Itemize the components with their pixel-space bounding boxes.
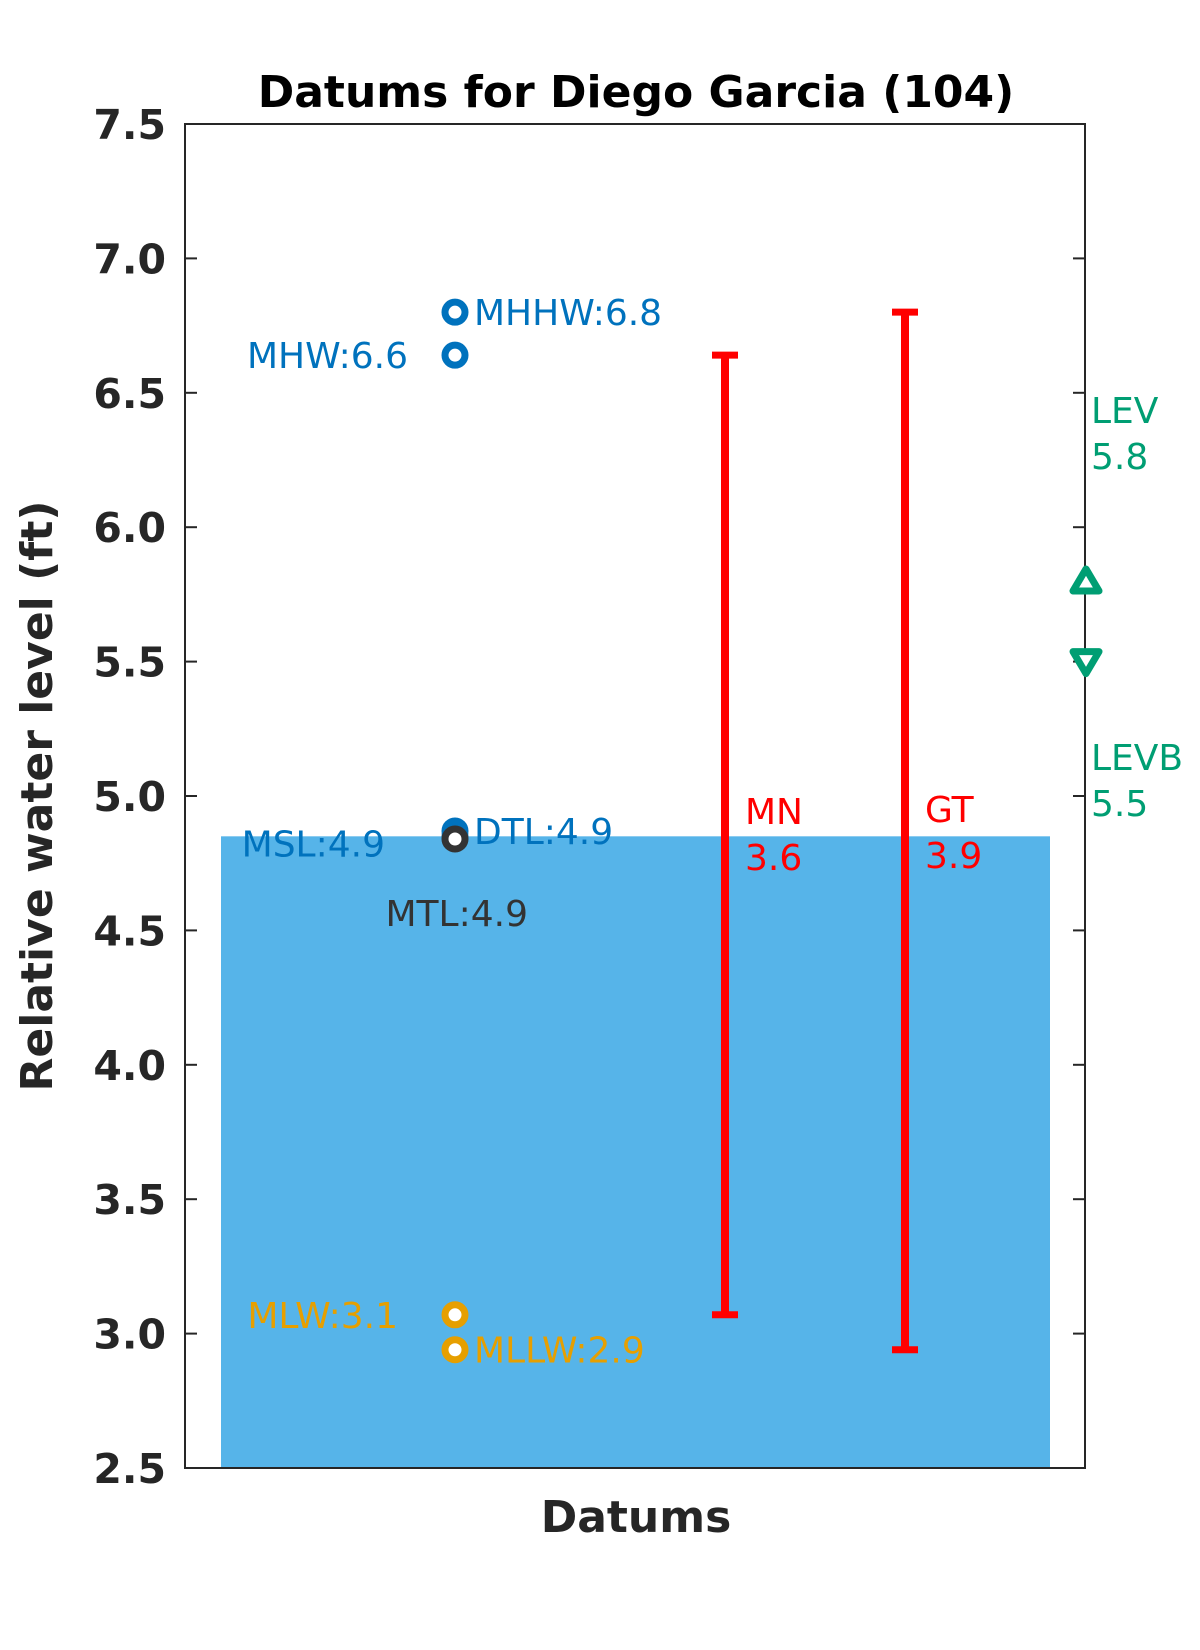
plot-frame [184,123,1086,1469]
triangle-up-icon [1069,565,1103,595]
extreme-name-levb: LEVB [1091,738,1183,779]
range-name-gt: GT [925,790,975,831]
msl-fill-area [221,836,1050,1468]
extreme-name-lev: LEV [1091,391,1159,432]
y-axis-label: Relative water level (ft) [12,501,63,1092]
datum-marker-mllw [441,1336,469,1364]
range-bars: MN 3.6 GT 3.9 [712,308,982,1354]
datum-marker-mhw [441,341,469,369]
y-tick-label: 5.5 [93,639,166,687]
chart-title: Datums for Diego Garcia (104) [258,67,1015,118]
range-value-mn: 3.6 [745,838,802,879]
range-value-gt: 3.9 [925,836,982,877]
datum-label-mlw: MLW:3.1 [247,1296,398,1337]
triangle-down-icon [1069,648,1103,678]
datum-marker-mtl [441,825,469,853]
datum-label-mllw: MLLW:2.9 [474,1331,645,1372]
datum-label-mhw: MHW:6.6 [247,336,408,377]
datum-label-mtl: MTL:4.9 [386,894,529,935]
datum-marker-mhhw [441,298,469,326]
datum-marker-mlw [441,1301,469,1329]
y-tick-label: 4.0 [93,1042,166,1090]
y-axis-ticks: 2.5 3.0 3.5 4.0 4.5 5.0 5.5 6.0 6.5 7.0 7.5 [93,101,1085,1493]
extreme-markers: LEV 5.8 LEVB 5.5 [1069,391,1183,825]
datum-label-msl: MSL:4.9 [242,824,385,865]
datum-label-mhhw: MHHW:6.8 [474,293,662,334]
y-tick-label: 3.5 [93,1176,166,1224]
x-axis-label: Datums [541,1492,732,1543]
datum-label-dtl: DTL:4.9 [474,812,613,853]
y-tick-label: 5.0 [93,773,166,821]
y-tick-label: 3.0 [93,1311,166,1359]
extreme-value-lev: 5.8 [1091,437,1148,478]
extreme-value-levb: 5.5 [1091,784,1148,825]
y-tick-label: 6.0 [93,504,166,552]
y-tick-label: 7.0 [93,235,166,283]
range-name-mn: MN [745,792,803,833]
y-tick-label: 7.5 [93,101,166,149]
y-tick-label: 6.5 [93,370,166,418]
y-tick-label: 2.5 [93,1445,166,1493]
y-tick-label: 4.5 [93,907,166,955]
